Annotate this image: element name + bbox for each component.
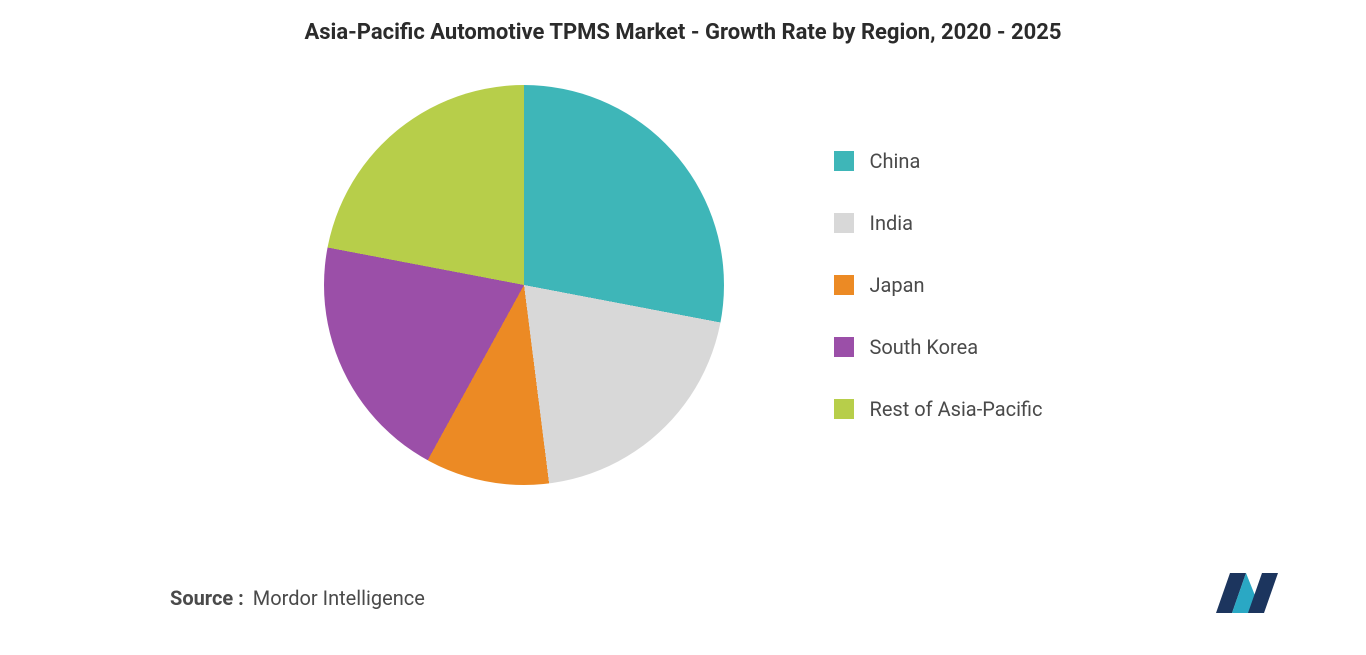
source-attribution: Source : Mordor Intelligence (170, 586, 425, 610)
legend-item: Japan (834, 273, 1043, 297)
legend-label: Rest of Asia-Pacific (870, 397, 1043, 421)
legend-label: China (870, 149, 921, 173)
source-label: Source : (170, 586, 244, 610)
legend-label: South Korea (870, 335, 979, 359)
mordor-logo-svg (1216, 563, 1306, 623)
source-value: Mordor Intelligence (253, 586, 425, 610)
legend-swatch (834, 213, 854, 233)
legend-item: China (834, 149, 1043, 173)
legend-item: South Korea (834, 335, 1043, 359)
legend-item: Rest of Asia-Pacific (834, 397, 1043, 421)
mordor-logo (1216, 563, 1306, 627)
chart-area: China India Japan South Korea Rest of Asia-P… (0, 85, 1366, 485)
legend-label: Japan (870, 273, 925, 297)
legend-swatch (834, 151, 854, 171)
legend: China India Japan South Korea Rest of Asia-P… (834, 149, 1043, 421)
legend-swatch (834, 399, 854, 419)
legend-item: India (834, 211, 1043, 235)
legend-swatch (834, 337, 854, 357)
chart-title: Asia-Pacific Automotive TPMS Market - Gr… (0, 0, 1366, 45)
pie-chart (324, 85, 724, 485)
legend-label: India (870, 211, 914, 235)
legend-swatch (834, 275, 854, 295)
pie-slices (324, 85, 724, 485)
